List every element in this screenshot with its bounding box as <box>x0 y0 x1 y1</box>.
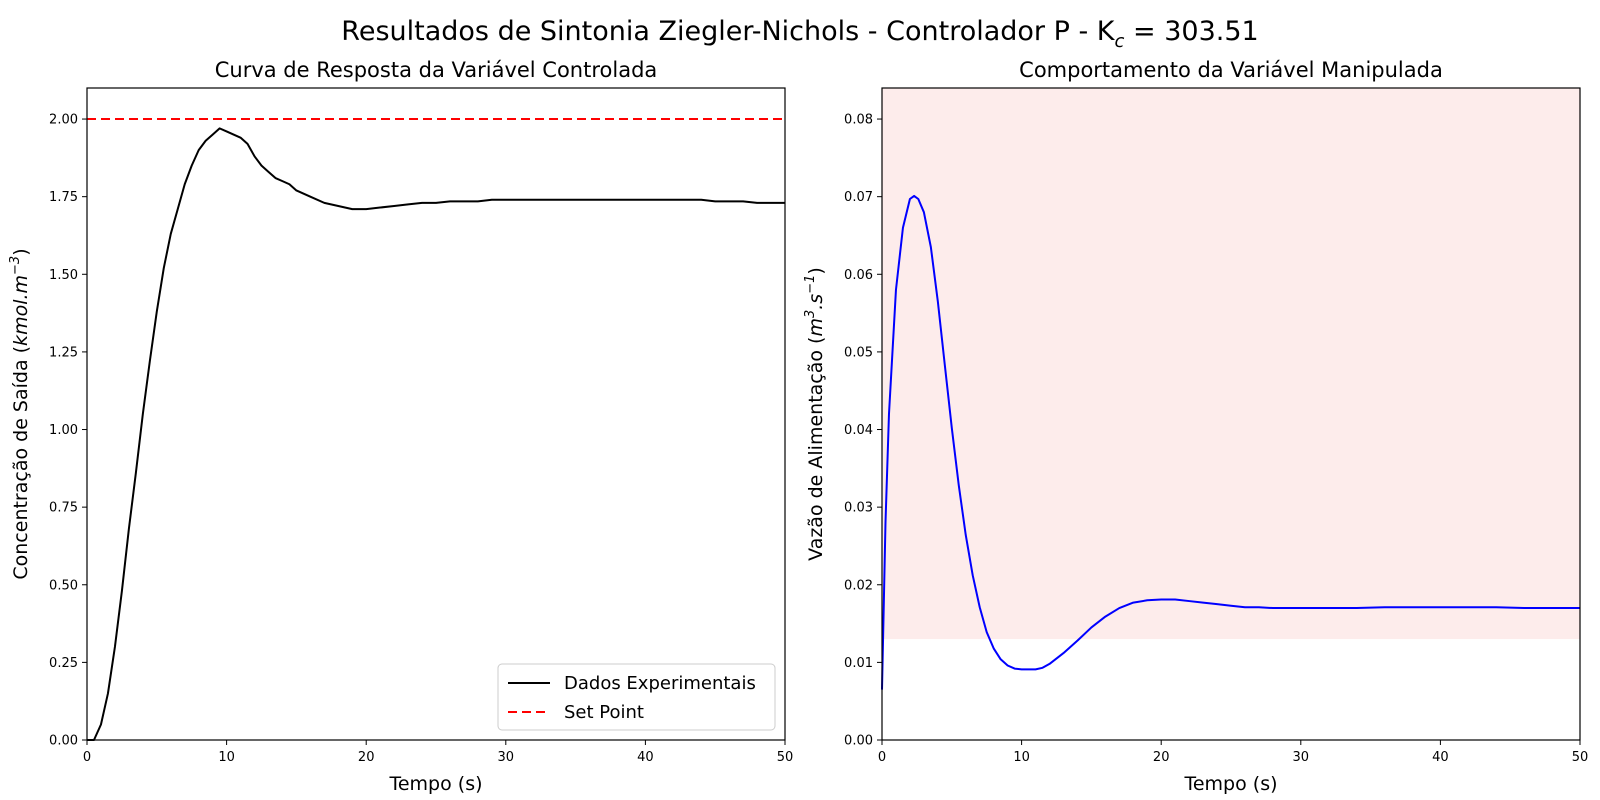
left-ytick-label: 0.50 <box>49 578 78 593</box>
left-series-dados-experimentais <box>87 127 785 741</box>
right-xtick-label: 0 <box>878 750 886 765</box>
left-axes-frame <box>86 87 786 741</box>
left-legend-label: Set Point <box>564 702 644 723</box>
right-xtick-label: 30 <box>1293 750 1310 765</box>
left-ytick-label: 0.25 <box>49 656 78 671</box>
left-ytick-label: 0.75 <box>49 501 78 516</box>
right-ytick-label: 0.02 <box>844 578 873 593</box>
left-xtick-label: 20 <box>358 750 375 765</box>
left-ytick-label: 2.00 <box>49 113 78 128</box>
right-ytick-label: 0.08 <box>844 113 873 128</box>
right-y-axis-label: Vazão de Alimentação (m3.s−1) <box>803 267 827 561</box>
right-ytick-label: 0.05 <box>844 345 873 360</box>
left-legend-label: Dados Experimentais <box>564 673 756 694</box>
right-chart-panel: 0 10 20 30 40 50 0.00 0.01 0.02 0.03 0.04 0.05 0.06 0… <box>803 58 1588 795</box>
right-axes-frame <box>881 87 1581 741</box>
right-chart-title: Comportamento da Variável Manipulada <box>1019 58 1443 82</box>
left-legend: Dados Experimentais Set Point <box>497 663 776 731</box>
right-series-line-0 <box>881 194 1580 690</box>
left-y-axis-label: Concentração de Saída (kmol.m−3) <box>8 248 32 579</box>
left-ytick-label: 1.75 <box>49 190 78 205</box>
left-x-axis-label: Tempo (s) <box>388 773 482 795</box>
right-ytick-label: 0.01 <box>844 656 873 671</box>
right-shaded-band <box>882 88 1580 640</box>
left-legend-box <box>497 663 776 731</box>
right-ytick-label: 0.06 <box>844 268 873 283</box>
left-ytick-label: 1.50 <box>49 268 78 283</box>
left-ytick-label: 0.00 <box>49 734 78 749</box>
right-xtick-label: 40 <box>1432 750 1449 765</box>
suptitle-subscript: c <box>1115 31 1125 52</box>
right-ytick-label: 0.04 <box>844 423 873 438</box>
left-chart-panel: 0 10 20 30 40 50 0.00 0.25 0.50 0.75 1.00 1.25 1.50 1… <box>8 58 793 795</box>
left-xtick-label: 40 <box>637 750 654 765</box>
right-ytick-label: 0.07 <box>844 190 873 205</box>
right-xtick-label: 50 <box>1572 750 1589 765</box>
left-xtick-label: 30 <box>498 750 515 765</box>
right-x-axis-label: Tempo (s) <box>1183 773 1277 795</box>
left-ytick-label: 1.00 <box>49 423 78 438</box>
left-xtick-label: 10 <box>218 750 235 765</box>
left-xtick-label: 50 <box>777 750 794 765</box>
right-ytick-label: 0.03 <box>844 501 873 516</box>
left-ytick-label: 1.25 <box>49 345 78 360</box>
left-xtick-label: 0 <box>83 750 91 765</box>
suptitle-text: Resultados de Sintonia Ziegler-Nichols -… <box>341 16 1116 47</box>
right-xtick-label: 20 <box>1153 750 1170 765</box>
suptitle-value: = 303.51 <box>1124 16 1258 47</box>
right-xtick-label: 10 <box>1013 750 1030 765</box>
right-ytick-label: 0.00 <box>844 734 873 749</box>
figure-suptitle: Resultados de Sintonia Ziegler-Nichols -… <box>341 16 1258 52</box>
left-chart-title: Curva de Resposta da Variável Controlada <box>215 58 658 82</box>
